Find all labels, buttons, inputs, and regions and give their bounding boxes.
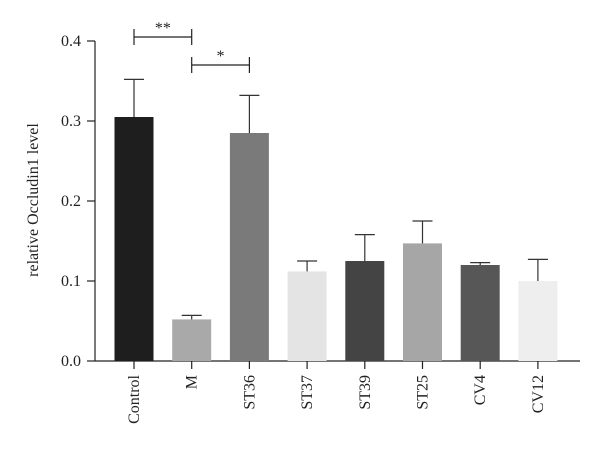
y-axis-title: relative Occludin1 level	[25, 123, 42, 277]
bars-group	[114, 117, 558, 361]
bar-st36	[229, 133, 269, 361]
x-tick-label: Control	[126, 374, 143, 423]
bar-st25	[403, 243, 442, 361]
significance-group: ***	[133, 20, 250, 73]
x-tick-label: CV12	[530, 375, 547, 413]
significance-bracket	[191, 57, 250, 73]
bar-m	[172, 319, 212, 361]
y-tick-label: 0.3	[61, 113, 81, 130]
significance-label: **	[155, 20, 171, 37]
bar-st39	[345, 261, 385, 361]
x-tick-label: M	[184, 375, 201, 389]
y-axis: 0.0 0.1 0.2 0.3 0.4	[61, 33, 96, 370]
y-tick-label: 0.1	[61, 273, 81, 290]
y-tick-label: 0.4	[61, 33, 81, 50]
x-tick-label: ST39	[357, 375, 374, 410]
y-tick-label: 0.0	[61, 353, 81, 370]
bar-cv4	[460, 265, 500, 361]
x-tick-label: ST36	[241, 375, 258, 410]
x-tick-label: CV4	[472, 375, 489, 405]
bar-cv12	[518, 281, 558, 361]
error-bars-group	[124, 78, 548, 320]
x-tick-label: ST25	[415, 375, 432, 410]
bar-control	[114, 117, 154, 361]
bar-st37	[287, 271, 327, 361]
significance-label: *	[217, 48, 225, 65]
x-tick-label: ST37	[299, 375, 316, 410]
significance-bracket	[133, 29, 193, 45]
x-axis: Control M ST36 ST37 ST39 ST25 CV4 CV12	[95, 360, 580, 424]
y-tick-label: 0.2	[61, 193, 81, 210]
